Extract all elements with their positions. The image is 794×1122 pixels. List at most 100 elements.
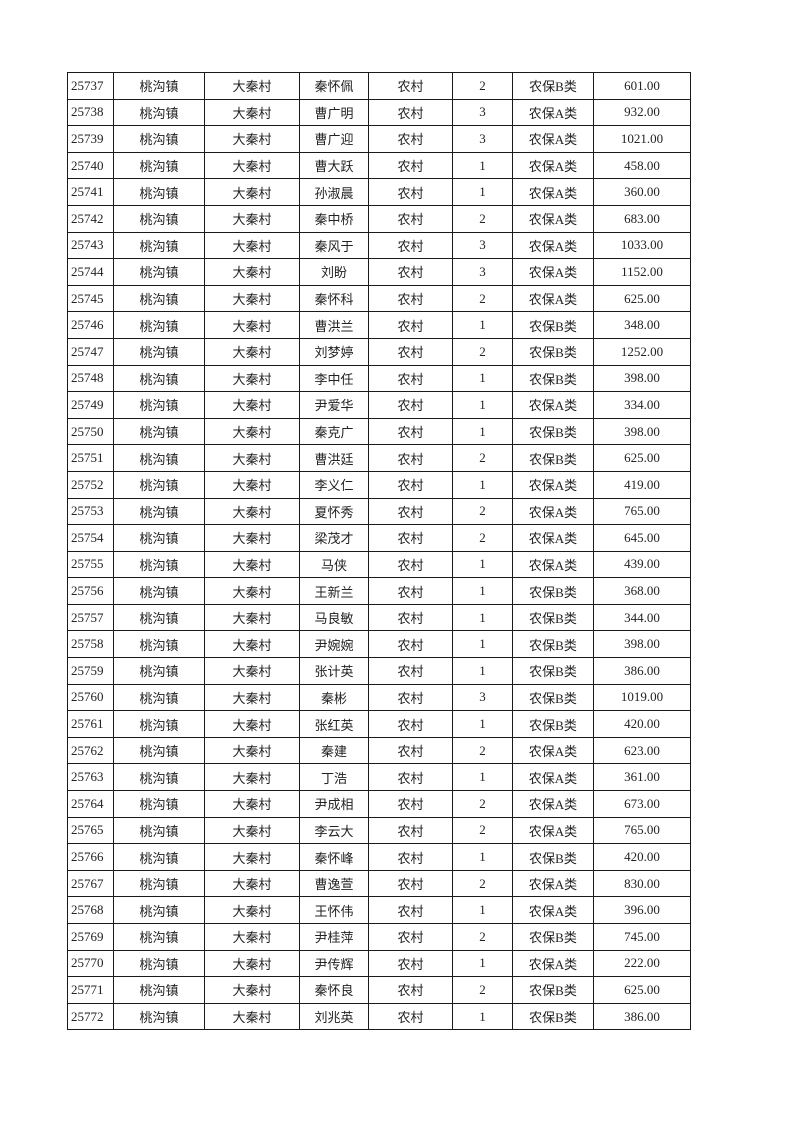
- household-type-cell: 农村: [369, 604, 453, 631]
- township-cell: 桃沟镇: [114, 977, 205, 1004]
- township-cell: 桃沟镇: [114, 498, 205, 525]
- township-cell: 桃沟镇: [114, 73, 205, 100]
- person-name-cell: 曹广迎: [300, 126, 369, 153]
- village-cell: 大秦村: [205, 126, 300, 153]
- household-type-cell: 农村: [369, 126, 453, 153]
- table-row: 25746桃沟镇大秦村曹洪兰农村1农保B类348.00: [68, 312, 691, 339]
- township-cell: 桃沟镇: [114, 844, 205, 871]
- record-id-cell: 25746: [68, 312, 114, 339]
- village-cell: 大秦村: [205, 179, 300, 206]
- household-type-cell: 农村: [369, 684, 453, 711]
- records-table: 25737桃沟镇大秦村秦怀佩农村2农保B类601.0025738桃沟镇大秦村曹广…: [67, 72, 691, 1030]
- household-type-cell: 农村: [369, 259, 453, 286]
- insurance-category-cell: 农保B类: [513, 578, 594, 605]
- household-type-cell: 农村: [369, 737, 453, 764]
- township-cell: 桃沟镇: [114, 950, 205, 977]
- table-row: 25758桃沟镇大秦村尹婉婉农村1农保B类398.00: [68, 631, 691, 658]
- person-name-cell: 刘盼: [300, 259, 369, 286]
- household-type-cell: 农村: [369, 365, 453, 392]
- record-id-cell: 25772: [68, 1003, 114, 1030]
- amount-cell: 830.00: [594, 870, 691, 897]
- household-type-cell: 农村: [369, 471, 453, 498]
- insurance-category-cell: 农保A类: [513, 897, 594, 924]
- amount-cell: 439.00: [594, 551, 691, 578]
- household-type-cell: 农村: [369, 179, 453, 206]
- amount-cell: 361.00: [594, 764, 691, 791]
- amount-cell: 673.00: [594, 791, 691, 818]
- family-size-cell: 3: [453, 259, 513, 286]
- amount-cell: 368.00: [594, 578, 691, 605]
- insurance-category-cell: 农保B类: [513, 658, 594, 685]
- family-size-cell: 1: [453, 897, 513, 924]
- amount-cell: 420.00: [594, 711, 691, 738]
- amount-cell: 625.00: [594, 977, 691, 1004]
- family-size-cell: 2: [453, 924, 513, 951]
- amount-cell: 625.00: [594, 445, 691, 472]
- amount-cell: 601.00: [594, 73, 691, 100]
- township-cell: 桃沟镇: [114, 578, 205, 605]
- insurance-category-cell: 农保A类: [513, 99, 594, 126]
- village-cell: 大秦村: [205, 578, 300, 605]
- insurance-category-cell: 农保A类: [513, 870, 594, 897]
- insurance-category-cell: 农保B类: [513, 684, 594, 711]
- insurance-category-cell: 农保A类: [513, 737, 594, 764]
- household-type-cell: 农村: [369, 817, 453, 844]
- household-type-cell: 农村: [369, 152, 453, 179]
- village-cell: 大秦村: [205, 232, 300, 259]
- amount-cell: 348.00: [594, 312, 691, 339]
- amount-cell: 625.00: [594, 285, 691, 312]
- township-cell: 桃沟镇: [114, 737, 205, 764]
- person-name-cell: 秦风于: [300, 232, 369, 259]
- person-name-cell: 尹成相: [300, 791, 369, 818]
- household-type-cell: 农村: [369, 418, 453, 445]
- household-type-cell: 农村: [369, 285, 453, 312]
- insurance-category-cell: 农保A类: [513, 205, 594, 232]
- township-cell: 桃沟镇: [114, 791, 205, 818]
- person-name-cell: 秦怀良: [300, 977, 369, 1004]
- amount-cell: 745.00: [594, 924, 691, 951]
- amount-cell: 1152.00: [594, 259, 691, 286]
- village-cell: 大秦村: [205, 844, 300, 871]
- family-size-cell: 1: [453, 711, 513, 738]
- amount-cell: 420.00: [594, 844, 691, 871]
- table-row: 25767桃沟镇大秦村曹逸萱农村2农保A类830.00: [68, 870, 691, 897]
- household-type-cell: 农村: [369, 73, 453, 100]
- insurance-category-cell: 农保B类: [513, 365, 594, 392]
- record-id-cell: 25756: [68, 578, 114, 605]
- family-size-cell: 1: [453, 578, 513, 605]
- household-type-cell: 农村: [369, 578, 453, 605]
- township-cell: 桃沟镇: [114, 418, 205, 445]
- insurance-category-cell: 农保A类: [513, 259, 594, 286]
- person-name-cell: 夏怀秀: [300, 498, 369, 525]
- township-cell: 桃沟镇: [114, 205, 205, 232]
- amount-cell: 1033.00: [594, 232, 691, 259]
- household-type-cell: 农村: [369, 445, 453, 472]
- household-type-cell: 农村: [369, 338, 453, 365]
- family-size-cell: 1: [453, 152, 513, 179]
- record-id-cell: 25771: [68, 977, 114, 1004]
- table-row: 25744桃沟镇大秦村刘盼农村3农保A类1152.00: [68, 259, 691, 286]
- village-cell: 大秦村: [205, 99, 300, 126]
- family-size-cell: 2: [453, 205, 513, 232]
- person-name-cell: 丁浩: [300, 764, 369, 791]
- table-row: 25743桃沟镇大秦村秦风于农村3农保A类1033.00: [68, 232, 691, 259]
- insurance-category-cell: 农保B类: [513, 631, 594, 658]
- village-cell: 大秦村: [205, 737, 300, 764]
- record-id-cell: 25749: [68, 392, 114, 419]
- person-name-cell: 曹洪廷: [300, 445, 369, 472]
- village-cell: 大秦村: [205, 817, 300, 844]
- household-type-cell: 农村: [369, 791, 453, 818]
- record-id-cell: 25764: [68, 791, 114, 818]
- insurance-category-cell: 农保B类: [513, 844, 594, 871]
- family-size-cell: 1: [453, 1003, 513, 1030]
- village-cell: 大秦村: [205, 498, 300, 525]
- table-row: 25748桃沟镇大秦村李中任农村1农保B类398.00: [68, 365, 691, 392]
- record-id-cell: 25748: [68, 365, 114, 392]
- insurance-category-cell: 农保A类: [513, 525, 594, 552]
- record-id-cell: 25754: [68, 525, 114, 552]
- person-name-cell: 马良敏: [300, 604, 369, 631]
- village-cell: 大秦村: [205, 392, 300, 419]
- record-id-cell: 25763: [68, 764, 114, 791]
- household-type-cell: 农村: [369, 658, 453, 685]
- village-cell: 大秦村: [205, 631, 300, 658]
